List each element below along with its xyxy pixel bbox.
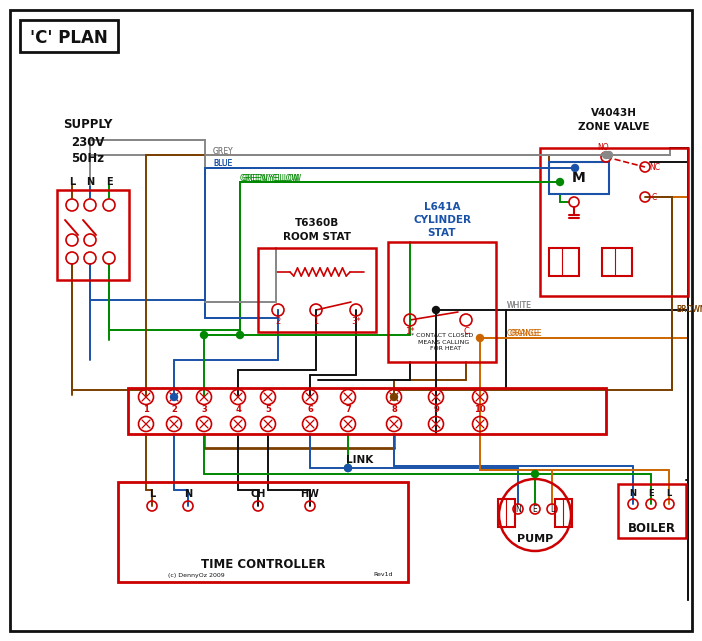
Text: NO: NO xyxy=(597,144,609,153)
Text: WHITE: WHITE xyxy=(507,301,532,310)
Text: 2: 2 xyxy=(171,406,177,415)
Circle shape xyxy=(531,470,538,478)
Text: E: E xyxy=(533,504,537,513)
Bar xyxy=(549,248,579,276)
Text: BLUE: BLUE xyxy=(213,160,232,169)
Text: 1*: 1* xyxy=(405,328,415,337)
Circle shape xyxy=(345,465,352,472)
Text: 6: 6 xyxy=(307,406,313,415)
Bar xyxy=(118,482,408,582)
Text: C: C xyxy=(651,192,656,201)
Text: 1: 1 xyxy=(313,317,319,326)
Bar xyxy=(388,242,496,362)
Text: N: N xyxy=(184,489,192,499)
Text: GREEN/YELLOW: GREEN/YELLOW xyxy=(242,174,302,183)
Circle shape xyxy=(201,331,208,338)
Bar xyxy=(555,499,572,527)
Circle shape xyxy=(432,306,439,313)
Bar xyxy=(20,20,118,52)
Bar xyxy=(498,499,515,527)
Text: CH: CH xyxy=(251,489,265,499)
Bar xyxy=(128,388,606,434)
Text: WHITE: WHITE xyxy=(507,301,532,310)
Circle shape xyxy=(571,165,578,172)
Text: BROWN: BROWN xyxy=(676,306,702,315)
Text: E: E xyxy=(106,177,112,187)
Text: N: N xyxy=(515,504,521,513)
Text: TIME CONTROLLER: TIME CONTROLLER xyxy=(201,558,325,570)
Bar xyxy=(540,148,688,296)
Text: GREEN/YELLOW: GREEN/YELLOW xyxy=(240,174,300,183)
Circle shape xyxy=(390,394,397,401)
Text: 1: 1 xyxy=(143,406,149,415)
Circle shape xyxy=(606,151,613,158)
Text: SUPPLY
230V
50Hz: SUPPLY 230V 50Hz xyxy=(63,119,113,165)
Text: 2: 2 xyxy=(275,317,281,326)
Text: Rev1d: Rev1d xyxy=(373,572,393,578)
Text: BROWN: BROWN xyxy=(676,306,702,315)
Circle shape xyxy=(602,151,609,158)
Text: 3*: 3* xyxy=(351,317,361,326)
Text: PUMP: PUMP xyxy=(517,534,553,544)
Text: C: C xyxy=(463,328,469,337)
Text: L: L xyxy=(550,504,554,513)
Text: L: L xyxy=(149,489,155,499)
Bar xyxy=(549,162,609,194)
Text: L: L xyxy=(69,177,75,187)
Text: 5: 5 xyxy=(265,406,271,415)
Bar xyxy=(618,484,686,538)
Circle shape xyxy=(477,335,484,342)
Text: 4: 4 xyxy=(235,406,241,415)
Text: (c) DennyOz 2009: (c) DennyOz 2009 xyxy=(168,572,225,578)
Text: 8: 8 xyxy=(391,406,397,415)
Text: LINK: LINK xyxy=(346,455,373,465)
Text: 3: 3 xyxy=(201,406,207,415)
Circle shape xyxy=(237,331,244,338)
Text: GREY: GREY xyxy=(213,147,234,156)
Text: ORANGE: ORANGE xyxy=(507,329,540,338)
Bar xyxy=(258,248,376,332)
Text: ORANGE: ORANGE xyxy=(510,329,543,338)
Text: 9: 9 xyxy=(433,406,439,415)
Text: BOILER: BOILER xyxy=(628,522,676,535)
Bar xyxy=(602,248,632,276)
Text: NC: NC xyxy=(649,163,661,172)
Circle shape xyxy=(171,394,178,401)
Text: L641A
CYLINDER
STAT: L641A CYLINDER STAT xyxy=(413,202,471,238)
Text: 'C' PLAN: 'C' PLAN xyxy=(30,29,108,47)
Text: HW: HW xyxy=(300,489,319,499)
Text: * CONTACT CLOSED
  MEANS CALLING
    FOR HEAT: * CONTACT CLOSED MEANS CALLING FOR HEAT xyxy=(411,333,473,351)
Text: E: E xyxy=(648,490,654,499)
Text: 7: 7 xyxy=(345,406,351,415)
Bar xyxy=(57,190,129,280)
Text: M: M xyxy=(572,171,586,185)
Text: 10: 10 xyxy=(474,406,486,415)
Text: N: N xyxy=(630,490,637,499)
Circle shape xyxy=(345,465,352,472)
Text: L: L xyxy=(666,490,672,499)
Text: BLUE: BLUE xyxy=(213,160,232,169)
Text: N: N xyxy=(86,177,94,187)
Text: V4043H
ZONE VALVE: V4043H ZONE VALVE xyxy=(578,108,650,131)
Circle shape xyxy=(557,178,564,185)
Text: GREY: GREY xyxy=(213,147,234,156)
Text: T6360B
ROOM STAT: T6360B ROOM STAT xyxy=(283,219,351,242)
